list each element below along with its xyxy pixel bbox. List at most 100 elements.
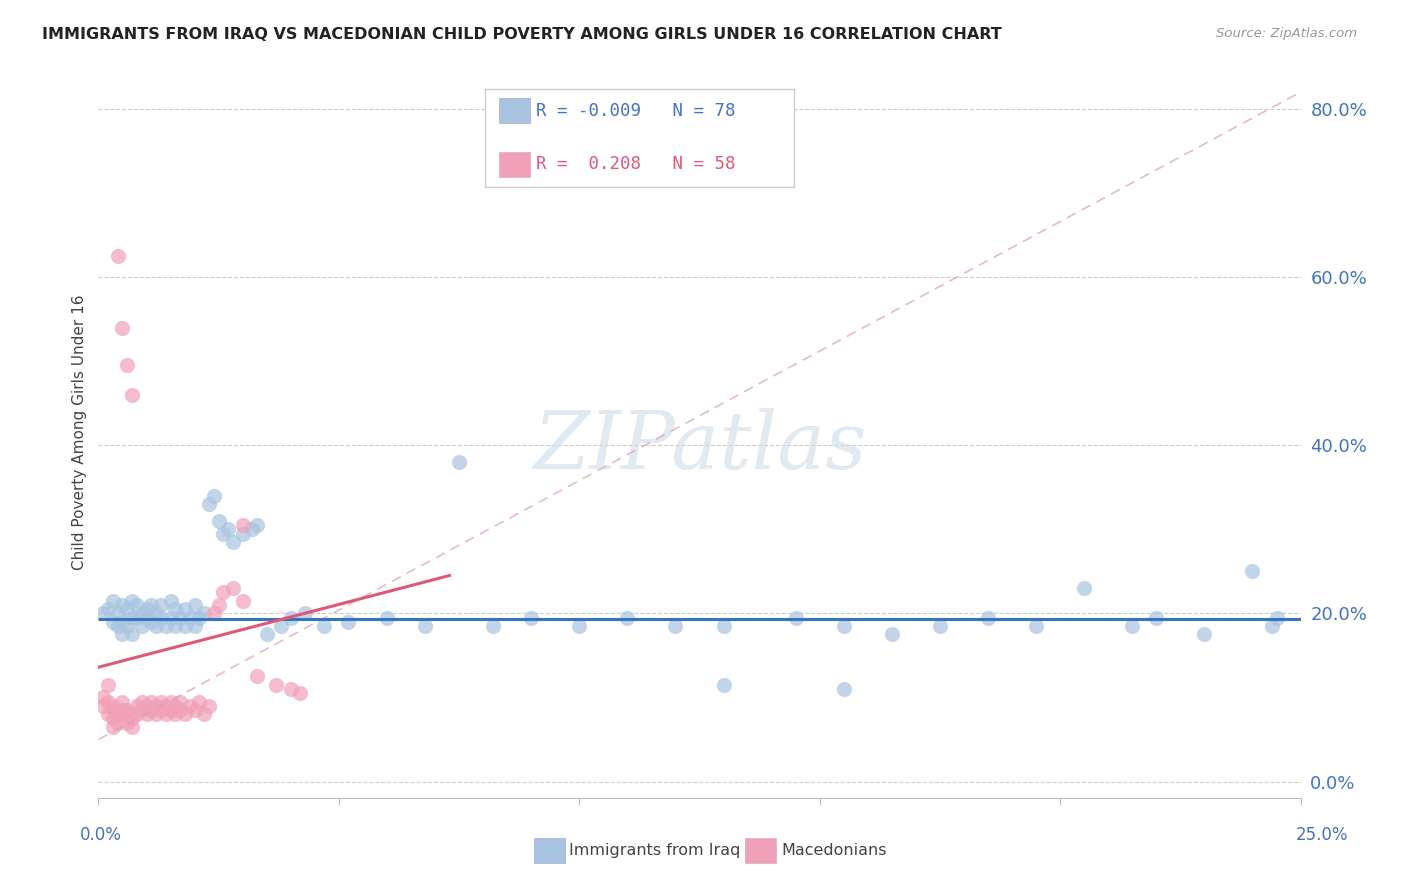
Point (91, 698, 114, 713)
Point (1260, 619, 1282, 633)
Point (1241, 565, 1264, 579)
Point (117, 359, 139, 373)
Point (121, 610, 143, 624)
Point (111, 598, 134, 612)
Point (246, 669, 269, 683)
Point (280, 610, 302, 624)
Point (121, 720, 143, 734)
Point (131, 703, 153, 717)
Point (107, 249, 129, 263)
Text: Immigrants from Iraq: Immigrants from Iraq (569, 844, 741, 858)
Point (149, 610, 172, 624)
Point (198, 497, 221, 511)
Point (183, 703, 205, 717)
Point (131, 619, 153, 633)
Point (290, 686, 312, 700)
Point (135, 707, 157, 722)
Point (125, 707, 148, 722)
Point (97, 678, 120, 692)
Point (212, 526, 235, 541)
Point (159, 703, 181, 717)
Point (101, 720, 124, 734)
Point (202, 489, 225, 503)
Point (101, 698, 124, 713)
Point (101, 711, 124, 725)
Point (125, 698, 148, 713)
Point (117, 703, 139, 717)
Point (198, 698, 221, 713)
Point (375, 610, 398, 624)
Text: 0.0%: 0.0% (80, 826, 122, 844)
Point (117, 707, 139, 722)
Point (713, 619, 735, 633)
Point (568, 619, 591, 633)
Point (117, 619, 139, 633)
Point (149, 598, 172, 612)
Point (977, 610, 1000, 624)
Point (208, 598, 231, 612)
Point (107, 715, 129, 730)
Point (97, 602, 120, 616)
Point (183, 598, 205, 612)
Point (294, 607, 316, 621)
Point (101, 703, 124, 717)
Point (880, 627, 903, 641)
Point (145, 619, 167, 633)
Point (91, 607, 114, 621)
Point (165, 619, 187, 633)
Point (1144, 610, 1167, 624)
Point (232, 526, 254, 541)
Text: 25.0%: 25.0% (1295, 826, 1348, 844)
Text: ZIPatlas: ZIPatlas (533, 409, 866, 486)
Point (111, 695, 134, 709)
Point (832, 681, 855, 696)
Point (179, 698, 201, 713)
Point (165, 602, 187, 616)
Y-axis label: Child Poverty Among Girls Under 16: Child Poverty Among Girls Under 16 (72, 295, 87, 570)
Point (155, 698, 177, 713)
Point (121, 388, 143, 402)
Point (111, 320, 134, 334)
Point (174, 707, 197, 722)
Point (121, 627, 143, 641)
Point (183, 619, 205, 633)
Point (111, 615, 134, 629)
Point (131, 607, 153, 621)
Point (91, 690, 114, 705)
Point (193, 607, 215, 621)
Point (141, 695, 163, 709)
Point (188, 610, 211, 624)
Point (117, 715, 139, 730)
Point (222, 535, 245, 549)
Point (125, 610, 148, 624)
Point (832, 619, 855, 633)
Point (135, 602, 157, 616)
Point (1265, 610, 1288, 624)
Text: Macedonians: Macedonians (782, 844, 887, 858)
Point (188, 695, 211, 709)
Point (155, 619, 177, 633)
Point (97, 695, 120, 709)
Point (107, 607, 129, 621)
Point (117, 602, 139, 616)
Text: R = -0.009   N = 78: R = -0.009 N = 78 (536, 102, 735, 120)
Point (141, 703, 163, 717)
Point (246, 518, 269, 533)
Text: R =  0.208   N = 58: R = 0.208 N = 58 (536, 155, 735, 173)
Point (111, 627, 134, 641)
Point (145, 607, 167, 621)
Point (159, 695, 181, 709)
Point (165, 707, 187, 722)
Point (125, 598, 148, 612)
Point (121, 594, 143, 608)
Point (280, 681, 302, 696)
Point (415, 619, 437, 633)
Point (107, 619, 129, 633)
Point (202, 607, 225, 621)
Point (131, 695, 153, 709)
Point (193, 707, 215, 722)
Point (314, 619, 336, 633)
Point (664, 619, 686, 633)
Point (337, 615, 360, 629)
Point (135, 610, 157, 624)
